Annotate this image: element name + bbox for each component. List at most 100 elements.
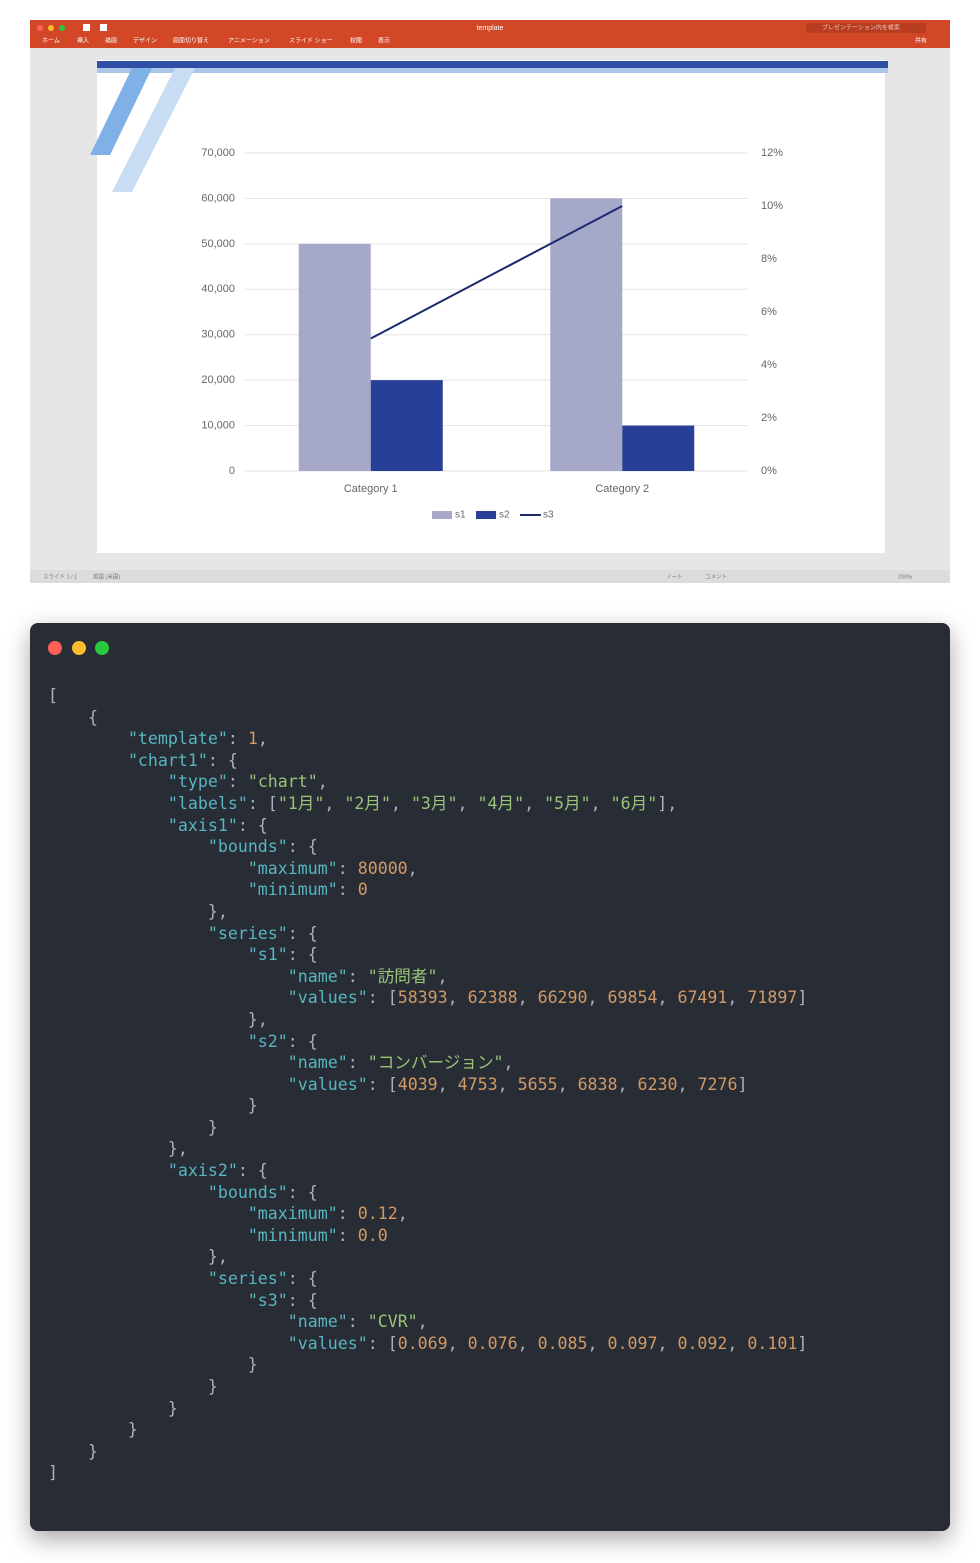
code-token: ] <box>737 1074 748 1094</box>
code-token: , <box>677 1074 698 1094</box>
code-token: , <box>517 1333 538 1353</box>
code-token: , <box>657 1333 678 1353</box>
status-text: 英語 (米国) <box>93 572 120 580</box>
close-button[interactable] <box>48 641 62 655</box>
y-tick-label: 30,000 <box>201 329 235 341</box>
code-token: : { <box>237 1161 268 1181</box>
code-token: "maximum" <box>247 1204 338 1224</box>
menu-tab[interactable]: 挿入 <box>77 37 89 45</box>
code-token: : { <box>287 1182 318 1202</box>
code-line: "name": "CVR", <box>48 1311 807 1333</box>
code-token <box>48 837 208 856</box>
code-token: : { <box>287 923 318 943</box>
line-series <box>370 205 623 340</box>
code-token: "コンバージョン" <box>367 1053 504 1073</box>
code-token: : [ <box>367 1333 398 1353</box>
status-text: ノート <box>666 574 683 580</box>
zoom-button[interactable] <box>95 641 109 655</box>
menu-tab[interactable]: スライド ショー <box>289 38 333 45</box>
code-line: "template": 1, <box>48 728 807 750</box>
close-button[interactable] <box>37 25 43 31</box>
code-token <box>48 1204 248 1223</box>
search-box[interactable] <box>806 23 926 33</box>
code-token <box>48 1183 208 1202</box>
code-line: "labels": ["1月", "2月", "3月", "4月", "5月",… <box>48 793 807 815</box>
code-token <box>48 772 168 791</box>
share-button[interactable]: 共有 <box>915 37 927 45</box>
code-token: , <box>417 1312 428 1332</box>
code-token: , <box>524 793 545 813</box>
window-title: template <box>477 25 504 32</box>
code-token: 58393 <box>397 988 448 1008</box>
code-token: 67491 <box>677 988 728 1008</box>
x-tick-label: Category 2 <box>595 483 649 495</box>
y2-tick-label: 6% <box>761 306 777 318</box>
code-token: 0 <box>357 880 368 900</box>
menu-tab[interactable]: 校閲 <box>350 37 362 45</box>
code-token: "CVR" <box>367 1312 418 1332</box>
code-token: "maximum" <box>247 858 338 878</box>
minimize-button[interactable] <box>72 641 86 655</box>
code-token: "6月" <box>610 793 658 813</box>
code-token: : { <box>287 945 318 965</box>
minimize-button[interactable] <box>48 25 54 31</box>
code-line: "bounds": { <box>48 836 807 858</box>
legend-label: s1 <box>455 510 466 521</box>
code-token: "5月" <box>544 793 591 813</box>
code-line: "minimum": 0.0 <box>48 1225 807 1247</box>
code-line: "type": "chart", <box>48 771 807 793</box>
code-line: } <box>48 1095 807 1117</box>
code-token: } <box>48 1377 218 1396</box>
code-token: , <box>727 988 748 1008</box>
menu-tab[interactable]: デザイン <box>133 37 157 45</box>
chart: 0 10,000 20,000 30,000 40,000 50,000 60,000 70,… <box>201 147 783 521</box>
code-token: 66290 <box>537 988 588 1008</box>
code-line: "s3": { <box>48 1290 807 1312</box>
status-text: 200% <box>898 574 912 580</box>
code-token: }, <box>48 901 228 921</box>
code-window: [ { "template": 1, "chart1": { "type": "… <box>30 623 950 1531</box>
code-token: "name" <box>287 966 348 986</box>
y-tick-label: 10,000 <box>201 419 235 431</box>
menu-tab[interactable]: ホーム <box>42 38 60 45</box>
code-token: : <box>337 1225 358 1245</box>
code-token <box>48 1161 168 1180</box>
code-token: 0.069 <box>397 1333 448 1353</box>
code-token: 4753 <box>457 1074 498 1094</box>
code-token: : <box>227 772 248 792</box>
menu-tab[interactable]: アニメーション <box>228 38 270 45</box>
code-token: : <box>337 880 358 900</box>
code-line: { <box>48 707 807 729</box>
y2-tick-label: 12% <box>761 147 783 159</box>
code-token: "series" <box>207 1269 288 1289</box>
code-token <box>48 1334 288 1353</box>
code-token: , <box>657 988 678 1008</box>
code-token: "2月" <box>344 793 391 813</box>
menu-tab[interactable]: 画面切り替え <box>173 37 209 45</box>
code-block: [ { "template": 1, "chart1": { "type": "… <box>48 685 807 1484</box>
code-token: } <box>48 1096 258 1116</box>
code-line: "series": { <box>48 1268 807 1290</box>
code-token: { <box>48 707 98 727</box>
y2-tick-label: 4% <box>761 359 777 371</box>
zoom-button[interactable] <box>59 25 65 31</box>
code-line: [ <box>48 685 807 707</box>
code-token: "labels" <box>167 793 248 813</box>
code-token: } <box>48 1117 218 1137</box>
code-token: "template" <box>127 729 228 749</box>
menu-tab[interactable]: 表示 <box>378 37 390 45</box>
save-icon[interactable] <box>100 24 107 31</box>
y2-tick-label: 8% <box>761 253 777 265</box>
code-line: }, <box>48 1246 807 1268</box>
code-token: 6230 <box>637 1074 678 1094</box>
y-tick-label: 0 <box>229 465 235 477</box>
menu-tab[interactable]: 描画 <box>105 37 117 45</box>
code-token: : { <box>207 750 238 770</box>
code-token <box>48 859 248 878</box>
slide-decoration <box>112 68 195 192</box>
code-token <box>48 924 208 943</box>
code-token <box>48 729 128 748</box>
home-icon[interactable] <box>83 24 90 31</box>
code-line: } <box>48 1398 807 1420</box>
code-line: "values": [4039, 4753, 5655, 6838, 6230,… <box>48 1074 807 1096</box>
